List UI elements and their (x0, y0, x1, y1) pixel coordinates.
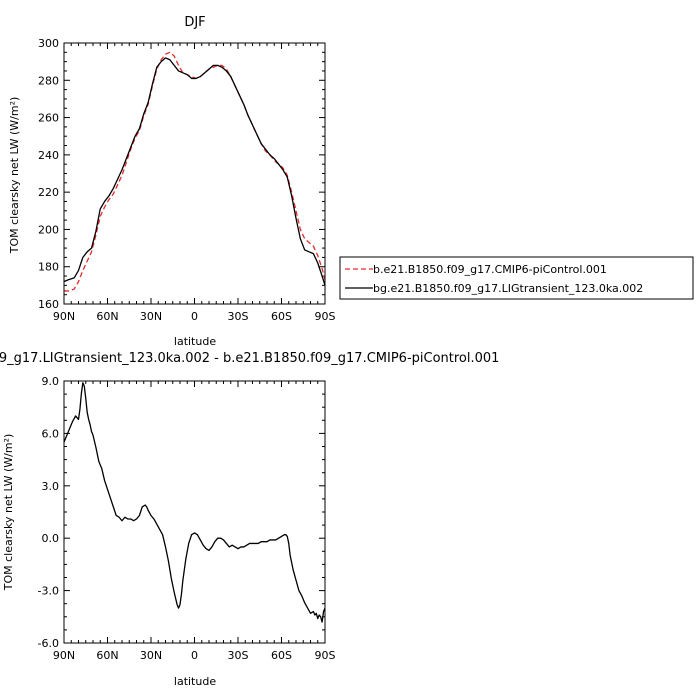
chart-top-plot-frame (63, 42, 326, 305)
chart-top-x-axis-title: latitude (174, 335, 216, 348)
bottom-x-tick-label: 60N (96, 649, 118, 662)
bottom-y-tick-label: 6.0 (42, 427, 60, 440)
top-y-tick-label: 200 (38, 223, 59, 236)
top-series-line-1 (63, 57, 326, 286)
top-y-tick-label: 240 (38, 149, 59, 162)
chart-top: DJF TOM clearsky net LW (W/m²) latitude … (8, 15, 336, 348)
bottom-x-tick-label: 90N (53, 649, 75, 662)
chart-bottom: bg.e21.B1850.f09_g17.LIGtransient_123.0k… (0, 351, 499, 688)
top-x-tick-label: 0 (191, 310, 198, 323)
bottom-series-line-0 (63, 382, 326, 623)
top-x-tick-label: 60S (271, 310, 292, 323)
top-y-tick-label: 180 (38, 261, 59, 274)
top-x-tick-label: 90N (53, 310, 75, 323)
chart-top-title: DJF (184, 15, 205, 30)
chart-bottom-title: bg.e21.B1850.f09_g17.LIGtransient_123.0k… (0, 351, 499, 366)
chart-top-y-axis-title: TOM clearsky net LW (W/m²) (8, 97, 21, 255)
top-y-tick-label: 300 (38, 37, 59, 50)
legend: b.e21.B1850.f09_g17.CMIP6-piControl.001 … (339, 256, 694, 300)
bottom-x-tick-label: 30S (228, 649, 249, 662)
chart-top-ticks: 90N 60N 30N 0 30S 60S 90S 160 180 200 220 240 260 280… (38, 37, 336, 323)
legend-box (339, 256, 694, 300)
chart-bottom-ticks: 90N 60N 30N 0 30S 60S 90S -6.0 -3.0 0.0 3.0 6.0 9.0 (38, 375, 336, 662)
bottom-x-tick-label: 90S (315, 649, 336, 662)
bottom-y-tick-label: -6.0 (38, 637, 59, 650)
bottom-y-tick-label: -3.0 (38, 585, 59, 598)
top-x-tick-label: 30N (140, 310, 162, 323)
chart-bottom-y-axis-title: TOM clearsky net LW (W/m²) (2, 434, 15, 592)
top-series-line-0 (64, 51, 326, 292)
top-y-tick-label: 280 (38, 74, 59, 87)
chart-bottom-plot-frame (63, 380, 326, 644)
bottom-x-tick-label: 0 (191, 649, 198, 662)
bottom-y-tick-label: 9.0 (42, 375, 60, 388)
bottom-x-tick-label: 30N (140, 649, 162, 662)
top-x-tick-label: 30S (228, 310, 249, 323)
top-y-tick-label: 160 (38, 298, 59, 311)
bottom-x-tick-label: 60S (271, 649, 292, 662)
chart-top-series (63, 51, 326, 292)
bottom-y-tick-label: 3.0 (42, 480, 60, 493)
legend-label-LIGtransient: bg.e21.B1850.f09_g17.LIGtransient_123.0k… (373, 282, 643, 295)
chart-bottom-series (63, 382, 326, 623)
top-y-tick-label: 220 (38, 186, 59, 199)
legend-label-piControl: b.e21.B1850.f09_g17.CMIP6-piControl.001 (373, 263, 607, 276)
top-x-tick-label: 60N (96, 310, 118, 323)
chart-bottom-x-axis-title: latitude (174, 675, 216, 688)
top-x-tick-label: 90S (315, 310, 336, 323)
top-y-tick-label: 260 (38, 112, 59, 125)
bottom-y-tick-label: 0.0 (42, 532, 60, 545)
